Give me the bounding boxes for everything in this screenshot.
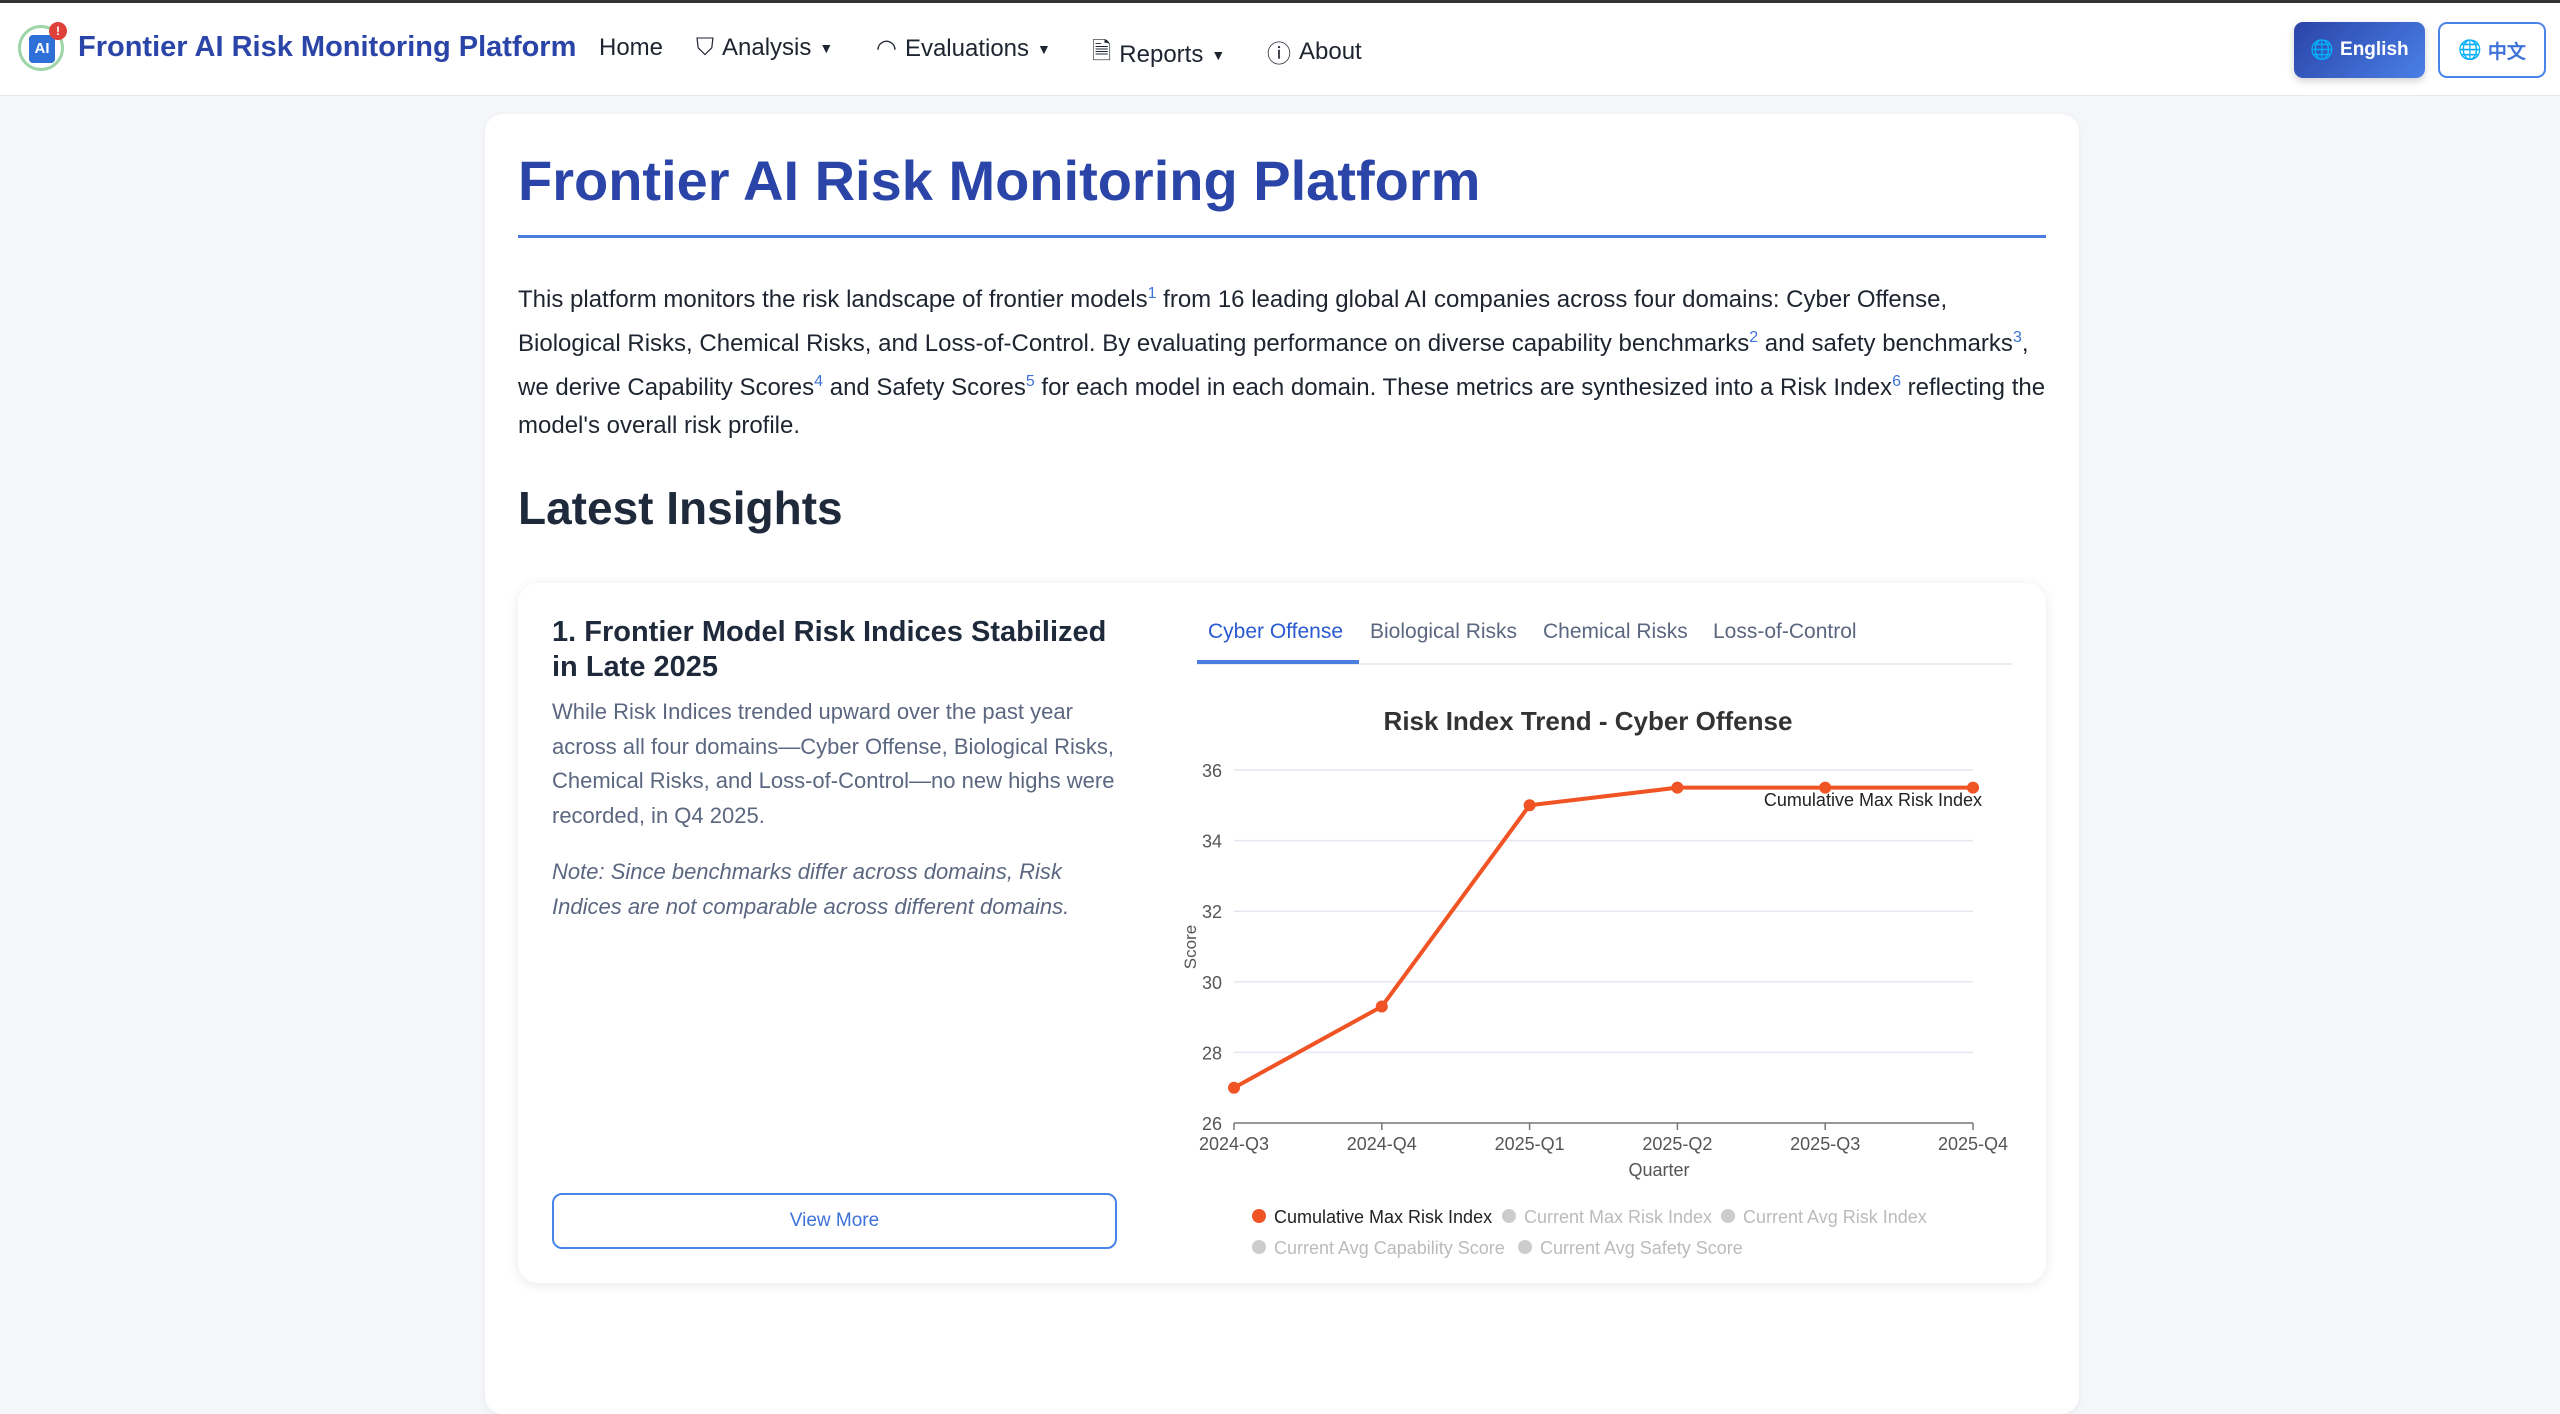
page-title: Frontier AI Risk Monitoring Platform xyxy=(518,149,1481,212)
lang-chinese-label: 中文 xyxy=(2487,41,2526,63)
globe-icon: 🌐 xyxy=(2310,40,2335,61)
globe-icon: 🌐 xyxy=(2458,40,2482,61)
risk-index-chart: Risk Index Trend - Cyber Offense 26 28 30 32… xyxy=(1181,706,2008,1258)
legend-marker xyxy=(1252,1240,1266,1254)
insight-title: 1. Frontier Model Risk Indices Stabilize… xyxy=(552,616,1107,683)
latest-insights-heading: Latest Insights xyxy=(518,482,843,534)
title-divider xyxy=(518,235,2046,238)
footnote-link[interactable]: 1 xyxy=(1147,285,1157,302)
legend-item[interactable]: Current Avg Capability Score xyxy=(1274,1238,1505,1258)
insight-body: While Risk Indices trended upward over t… xyxy=(552,699,1115,828)
caret-down-icon: ▼ xyxy=(1211,46,1226,63)
caret-down-icon: ▼ xyxy=(1037,40,1051,57)
nav-evaluations[interactable]: ◠ Evaluations ▼ xyxy=(876,34,1051,63)
intro-text: and Safety Scores xyxy=(823,374,1026,401)
insight-card xyxy=(518,583,2046,1283)
tab-chemical-risks[interactable]: Chemical Risks xyxy=(1543,620,1688,643)
tab-cyber-offense[interactable]: Cyber Offense xyxy=(1208,620,1344,643)
footnote-link[interactable]: 2 xyxy=(1749,329,1759,346)
gauge-icon: ◠ xyxy=(876,35,897,62)
shield-icon: ⛉ xyxy=(696,34,714,61)
lang-english-button[interactable]: 🌐 English xyxy=(2294,22,2425,78)
footnote-link[interactable]: 3 xyxy=(2012,329,2022,346)
chart-title: Risk Index Trend - Cyber Offense xyxy=(1384,706,1793,736)
legend-marker xyxy=(1252,1209,1266,1223)
nav-analysis-label: Analysis xyxy=(722,34,812,61)
active-tab-indicator xyxy=(1197,660,1359,664)
series-annotation: Cumulative Max Risk Index xyxy=(1764,790,1982,810)
x-tick-label: 2025-Q4 xyxy=(1938,1134,2008,1154)
intro-text: from 16 leading global AI companies acro… xyxy=(518,286,1948,357)
document-icon: 🗎 xyxy=(1092,38,1112,65)
x-tick-label: 2025-Q3 xyxy=(1790,1134,1860,1154)
footnote-link[interactable]: 4 xyxy=(814,373,824,390)
nav-about[interactable]: ⓘ About xyxy=(1267,34,1362,69)
info-icon: ⓘ xyxy=(1267,41,1291,68)
nav-home-label: Home xyxy=(599,34,664,61)
nav-reports-label: Reports xyxy=(1119,40,1204,68)
intro-paragraph: This platform monitors the risk landscap… xyxy=(518,275,2048,445)
nav-home[interactable]: Home xyxy=(599,34,663,62)
view-more-button[interactable]: View More xyxy=(552,1193,1117,1249)
x-tick-label: 2024-Q3 xyxy=(1199,1134,1269,1154)
nav-evaluations-label: Evaluations xyxy=(904,34,1030,62)
logo-icon[interactable]: AI! xyxy=(18,22,67,71)
lang-english-label: English xyxy=(2340,39,2409,60)
y-tick-label: 30 xyxy=(1202,973,1222,993)
tab-biological-risks[interactable]: Biological Risks xyxy=(1370,620,1518,643)
nav-about-label: About xyxy=(1299,37,1362,65)
data-point xyxy=(1523,799,1536,812)
y-tick-label: 32 xyxy=(1202,902,1222,922)
brand-link[interactable]: Frontier AI Risk Monitoring Platform xyxy=(78,31,577,63)
legend-marker xyxy=(1721,1209,1735,1223)
legend-marker xyxy=(1518,1240,1532,1254)
x-tick-label: 2025-Q1 xyxy=(1495,1134,1565,1154)
y-tick-label: 26 xyxy=(1202,1114,1222,1134)
footnote-link[interactable]: 6 xyxy=(1892,373,1901,390)
nav-analysis[interactable]: ⛉ Analysis ▼ xyxy=(696,34,833,62)
intro-text: This platform monitors the risk landscap… xyxy=(518,286,1148,313)
x-tick-label: 2025-Q2 xyxy=(1642,1134,1712,1154)
footnote-link[interactable]: 5 xyxy=(1025,373,1035,390)
legend-item[interactable]: Current Max Risk Index xyxy=(1524,1207,1712,1227)
y-tick-label: 34 xyxy=(1202,832,1222,852)
x-tick-label: 2024-Q4 xyxy=(1347,1134,1417,1154)
intro-text: reflecting the model's overall risk prof… xyxy=(518,374,2046,439)
nav-reports[interactable]: 🗎 Reports ▼ xyxy=(1092,34,1225,75)
legend-marker xyxy=(1502,1209,1516,1223)
intro-text: for each model in each domain. These met… xyxy=(1034,374,1893,401)
y-tick-label: 36 xyxy=(1202,761,1222,781)
intro-text: and safety benchmarks xyxy=(1758,330,2013,357)
lang-chinese-button[interactable]: 🌐 中文 xyxy=(2438,22,2546,78)
intro-text: , we derive Capability Scores xyxy=(518,330,2029,401)
data-point xyxy=(1228,1081,1240,1094)
data-point xyxy=(1671,781,1684,794)
x-axis-label: Quarter xyxy=(1628,1160,1689,1180)
legend-item[interactable]: Cumulative Max Risk Index xyxy=(1274,1207,1492,1227)
tab-loss-of-control[interactable]: Loss-of-Control xyxy=(1713,620,1857,643)
y-tick-label: 28 xyxy=(1202,1043,1222,1063)
caret-down-icon: ▼ xyxy=(819,40,834,56)
data-point xyxy=(1375,1000,1388,1013)
domain-tabs: Cyber Offense Biological Risks Chemical … xyxy=(1197,615,2012,665)
y-axis-label: Score xyxy=(1181,925,1200,969)
data-point xyxy=(1819,781,1832,794)
data-point xyxy=(1967,781,1979,794)
series-line xyxy=(1233,785,1973,1090)
navbar: AI! Frontier AI Risk Monitoring Platform… xyxy=(0,3,2560,96)
insight-note: Note: Since benchmarks differ across dom… xyxy=(552,859,1070,919)
legend-item[interactable]: Current Avg Safety Score xyxy=(1540,1238,1743,1258)
legend-item[interactable]: Current Avg Risk Index xyxy=(1743,1207,1927,1227)
